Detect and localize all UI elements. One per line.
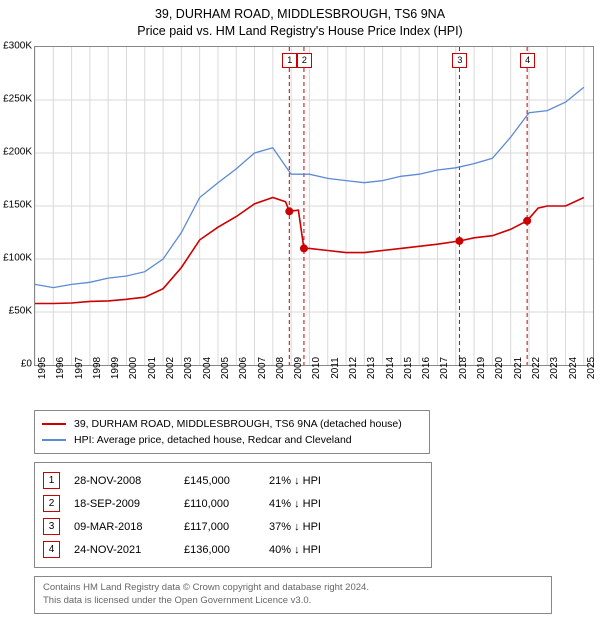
footer-line1: Contains HM Land Registry data © Crown c… bbox=[43, 582, 543, 595]
chart-svg bbox=[35, 47, 593, 365]
x-tick-label: 2018 bbox=[458, 357, 469, 379]
sale-marker-box: 3 bbox=[452, 53, 467, 68]
legend-row-property: 39, DURHAM ROAD, MIDDLESBROUGH, TS6 9NA … bbox=[42, 416, 422, 432]
sale-price: £136,000 bbox=[184, 544, 269, 556]
y-tick-label: £200K bbox=[3, 146, 32, 157]
x-tick-label: 1998 bbox=[92, 357, 103, 379]
x-tick-label: 2001 bbox=[147, 357, 158, 379]
x-tick-label: 1997 bbox=[74, 357, 85, 379]
x-tick-label: 2015 bbox=[403, 357, 414, 379]
x-tick-label: 1999 bbox=[110, 357, 121, 379]
x-tick-label: 2002 bbox=[165, 357, 176, 379]
table-row: 3 09-MAR-2018£117,00037% ↓ HPI bbox=[43, 515, 423, 538]
y-tick-label: £300K bbox=[3, 40, 32, 51]
chart-title-line1: 39, DURHAM ROAD, MIDDLESBROUGH, TS6 9NA bbox=[0, 6, 600, 23]
x-tick-label: 2019 bbox=[476, 357, 487, 379]
y-tick-label: £250K bbox=[3, 93, 32, 104]
sale-number-box: 1 bbox=[43, 472, 60, 489]
sale-number-box: 4 bbox=[43, 541, 60, 558]
footer-line2: This data is licensed under the Open Gov… bbox=[43, 595, 543, 608]
table-row: 1 28-NOV-2008£145,00021% ↓ HPI bbox=[43, 469, 423, 492]
sales-table: 1 28-NOV-2008£145,00021% ↓ HPI 2 18-SEP-200… bbox=[34, 462, 432, 568]
x-tick-label: 2011 bbox=[330, 357, 341, 379]
sale-number-box: 3 bbox=[43, 518, 60, 535]
x-tick-label: 2014 bbox=[385, 357, 396, 379]
sale-marker-box: 1 bbox=[282, 53, 297, 68]
chart-title-block: 39, DURHAM ROAD, MIDDLESBROUGH, TS6 9NA … bbox=[0, 0, 600, 40]
x-tick-label: 2005 bbox=[220, 357, 231, 379]
y-axis: £0£50K£100K£150K£200K£250K£300K bbox=[0, 46, 34, 366]
x-tick-label: 2023 bbox=[549, 357, 560, 379]
x-tick-label: 2022 bbox=[531, 357, 542, 379]
x-tick-label: 1995 bbox=[37, 357, 48, 379]
x-tick-label: 2004 bbox=[202, 357, 213, 379]
x-tick-label: 1996 bbox=[55, 357, 66, 379]
x-tick-label: 2010 bbox=[311, 357, 322, 379]
legend-label-hpi: HPI: Average price, detached house, Redc… bbox=[74, 432, 352, 448]
legend-swatch-hpi bbox=[42, 439, 66, 441]
x-tick-label: 2000 bbox=[128, 357, 139, 379]
x-axis: 1995199619971998199920002001200220032004… bbox=[34, 366, 594, 404]
legend-label-property: 39, DURHAM ROAD, MIDDLESBROUGH, TS6 9NA … bbox=[74, 416, 402, 432]
sale-diff: 40% ↓ HPI bbox=[269, 544, 423, 556]
chart-area: £0£50K£100K£150K£200K£250K£300K 1234 bbox=[34, 46, 594, 366]
sale-date: 28-NOV-2008 bbox=[74, 475, 184, 487]
table-row: 2 18-SEP-2009£110,00041% ↓ HPI bbox=[43, 492, 423, 515]
legend: 39, DURHAM ROAD, MIDDLESBROUGH, TS6 9NA … bbox=[34, 410, 430, 455]
x-tick-label: 2008 bbox=[275, 357, 286, 379]
sale-date: 18-SEP-2009 bbox=[74, 498, 184, 510]
sale-price: £145,000 bbox=[184, 475, 269, 487]
plot-area: 12 3 4 bbox=[34, 46, 594, 366]
x-tick-label: 2003 bbox=[183, 357, 194, 379]
y-tick-label: £100K bbox=[3, 252, 32, 263]
x-tick-label: 2006 bbox=[238, 357, 249, 379]
legend-swatch-property bbox=[42, 423, 66, 425]
x-tick-label: 2013 bbox=[366, 357, 377, 379]
sale-date: 24-NOV-2021 bbox=[74, 544, 184, 556]
sale-diff: 21% ↓ HPI bbox=[269, 475, 423, 487]
x-tick-label: 2017 bbox=[439, 357, 450, 379]
chart-title-line2: Price paid vs. HM Land Registry's House … bbox=[0, 23, 600, 40]
x-tick-label: 2024 bbox=[568, 357, 579, 379]
sale-price: £117,000 bbox=[184, 521, 269, 533]
y-tick-label: £150K bbox=[3, 199, 32, 210]
sale-diff: 37% ↓ HPI bbox=[269, 521, 423, 533]
x-tick-label: 2009 bbox=[293, 357, 304, 379]
sale-diff: 41% ↓ HPI bbox=[269, 498, 423, 510]
x-tick-label: 2016 bbox=[421, 357, 432, 379]
table-row: 4 24-NOV-2021£136,00040% ↓ HPI bbox=[43, 538, 423, 561]
x-tick-label: 2021 bbox=[513, 357, 524, 379]
sale-marker-box: 4 bbox=[520, 53, 535, 68]
y-tick-label: £50K bbox=[9, 305, 32, 316]
sale-date: 09-MAR-2018 bbox=[74, 521, 184, 533]
sale-marker-box: 2 bbox=[297, 53, 312, 68]
x-tick-label: 2007 bbox=[257, 357, 268, 379]
legend-row-hpi: HPI: Average price, detached house, Redc… bbox=[42, 432, 422, 448]
x-tick-label: 2012 bbox=[348, 357, 359, 379]
x-tick-label: 2020 bbox=[494, 357, 505, 379]
sale-number-box: 2 bbox=[43, 495, 60, 512]
footer: Contains HM Land Registry data © Crown c… bbox=[34, 576, 552, 614]
sale-price: £110,000 bbox=[184, 498, 269, 510]
y-tick-label: £0 bbox=[21, 358, 32, 369]
x-tick-label: 2025 bbox=[586, 357, 597, 379]
